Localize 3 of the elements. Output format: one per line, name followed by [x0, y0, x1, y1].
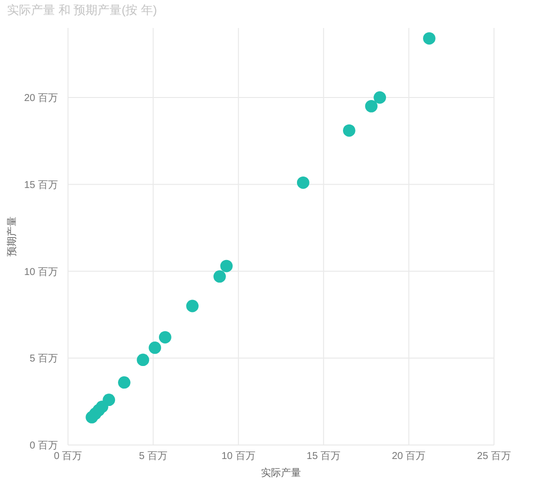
xlabel: 实际产量 [261, 468, 301, 479]
title: 实际产量 和 预期产量(按 年) [7, 3, 157, 17]
ylabel: 预期产量 [7, 216, 18, 256]
